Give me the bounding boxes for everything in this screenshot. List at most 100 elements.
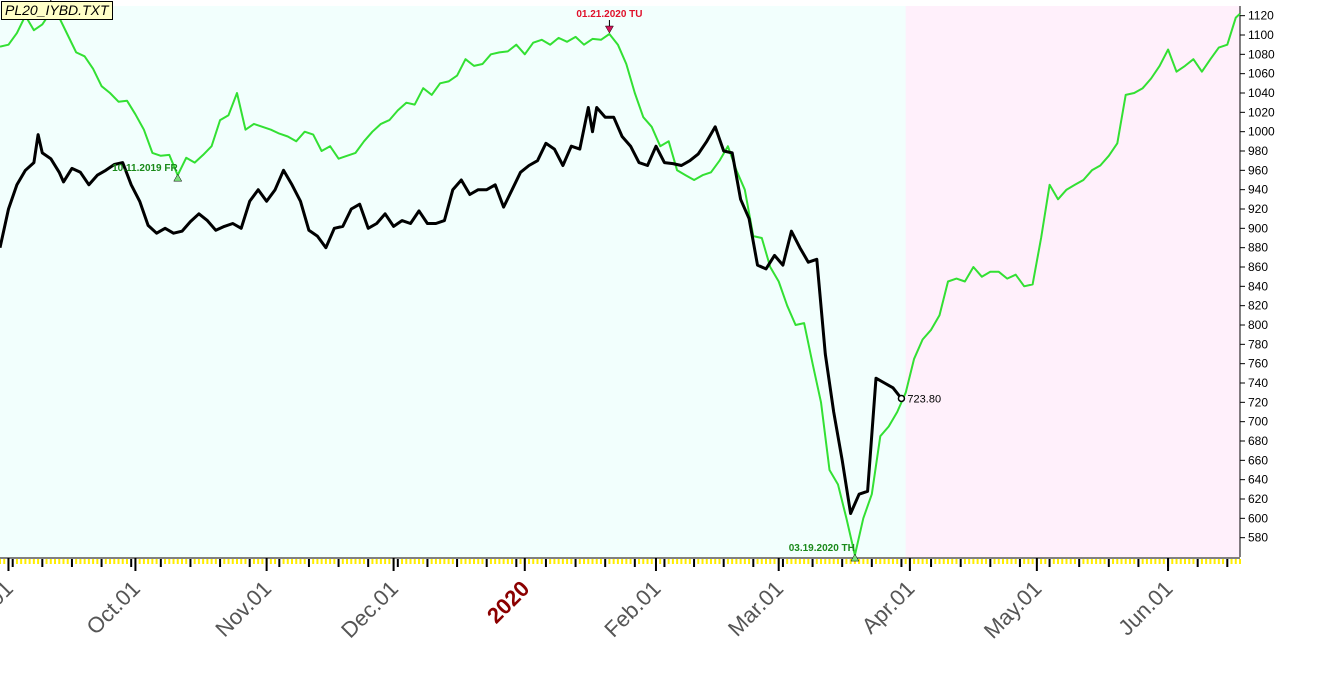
x-day-tick (663, 559, 666, 567)
x-day-tick (528, 559, 531, 564)
x-day-tick (20, 559, 23, 564)
x-day-tick (879, 559, 882, 564)
x-day-tick (66, 559, 69, 564)
x-day-tick (1175, 559, 1178, 564)
x-day-tick (468, 559, 471, 564)
x-day-tick (561, 559, 564, 564)
x-day-tick (688, 559, 691, 564)
x-day-tick (1010, 559, 1013, 564)
x-day-tick (1078, 559, 1081, 567)
x-day-tick (32, 559, 35, 564)
y-tick-label: 900 (1248, 221, 1268, 235)
x-day-tick (769, 559, 772, 564)
x-day-tick (1188, 559, 1191, 564)
x-day-tick (557, 559, 560, 564)
x-day-tick (1099, 559, 1102, 564)
x-day-tick (451, 559, 454, 564)
x-day-tick (354, 559, 357, 564)
x-day-tick (113, 559, 116, 564)
x-day-tick (358, 559, 361, 564)
x-day-tick (117, 559, 120, 564)
x-day-tick (1230, 559, 1233, 564)
y-tick-label: 960 (1248, 163, 1268, 177)
x-day-tick (1014, 559, 1017, 564)
x-day-tick (375, 559, 378, 564)
x-day-tick (544, 559, 547, 567)
x-day-tick (244, 559, 247, 564)
x-day-tick (980, 559, 983, 564)
x-tick-label: Mar.01 (723, 576, 788, 641)
x-day-tick (456, 559, 459, 567)
x-day-tick (1031, 559, 1034, 564)
x-day-tick (803, 559, 806, 564)
x-day-tick (125, 559, 128, 564)
x-day-tick (748, 559, 751, 564)
x-day-tick (1107, 559, 1110, 567)
x-day-tick (1141, 559, 1144, 564)
x-day-tick (1027, 559, 1030, 564)
x-day-tick (337, 559, 340, 567)
x-day-tick (1048, 559, 1051, 567)
x-day-tick (680, 559, 683, 564)
x-day-tick (37, 559, 40, 564)
y-tick-label: 780 (1248, 337, 1268, 351)
x-day-tick (985, 559, 988, 564)
x-day-tick (75, 559, 78, 564)
x-day-tick (58, 559, 61, 564)
x-day-tick (1116, 559, 1119, 564)
x-day-tick (1040, 559, 1043, 564)
forecast-zone (905, 6, 1240, 557)
x-day-tick (168, 559, 171, 564)
x-day-tick (104, 559, 107, 564)
x-day-tick (828, 559, 831, 564)
y-tick-label: 660 (1248, 453, 1268, 467)
x-day-tick (405, 559, 408, 564)
x-day-tick (447, 559, 450, 564)
x-day-tick (11, 559, 14, 567)
x-day-tick (1133, 559, 1136, 564)
x-day-tick (193, 559, 196, 564)
x-day-tick (735, 559, 738, 564)
x-day-tick (481, 559, 484, 564)
x-day-tick (269, 559, 272, 564)
x-day-tick (701, 559, 704, 564)
x-day-tick (299, 559, 302, 564)
x-day-tick (278, 559, 281, 567)
x-day-tick (1023, 559, 1026, 564)
y-tick-label: 1120 (1248, 9, 1274, 23)
y-tick-label: 1080 (1248, 47, 1275, 61)
x-day-tick (1061, 559, 1064, 564)
low-annotation: 03.19.2020 TH (789, 543, 855, 554)
x-day-tick (1086, 559, 1089, 564)
x-day-tick (396, 559, 399, 567)
x-day-tick (570, 559, 573, 564)
x-day-tick (1217, 559, 1220, 564)
x-tick-label: Nov.01 (210, 576, 276, 642)
x-day-tick (384, 559, 387, 564)
x-day-tick (519, 559, 522, 564)
y-tick-label: 640 (1248, 473, 1268, 487)
x-day-tick (439, 559, 442, 564)
x-day-tick (1192, 559, 1195, 564)
y-tick-label: 840 (1248, 279, 1268, 293)
x-day-tick (409, 559, 412, 564)
x-day-tick (955, 559, 958, 564)
x-day-tick (515, 559, 518, 567)
x-day-tick (261, 559, 264, 564)
x-day-tick (1234, 559, 1237, 564)
x-day-tick (790, 559, 793, 564)
x-day-tick (189, 559, 192, 567)
x-day-tick (807, 559, 810, 564)
x-day-tick (371, 559, 374, 564)
x-day-tick (993, 559, 996, 564)
x-day-tick (625, 559, 628, 564)
y-tick-label: 1060 (1248, 67, 1275, 81)
x-day-tick (951, 559, 954, 564)
x-day-tick (477, 559, 480, 564)
x-day-tick (925, 559, 928, 564)
x-day-tick (164, 559, 167, 564)
x-day-tick (726, 559, 729, 564)
x-tick-label: May.01 (979, 576, 1047, 644)
x-day-tick (502, 559, 505, 564)
